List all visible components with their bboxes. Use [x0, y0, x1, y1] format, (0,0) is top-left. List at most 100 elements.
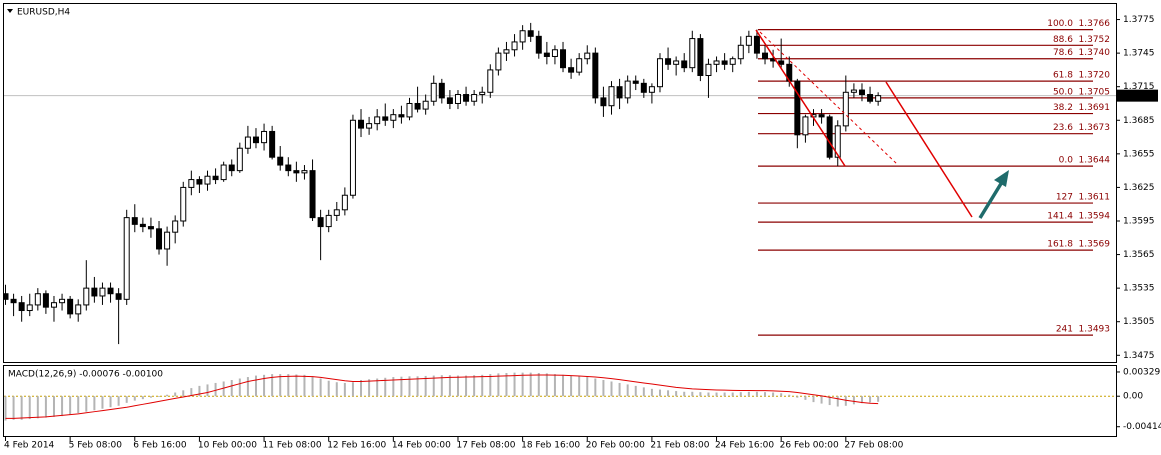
y-tick-label: 1.3715: [1123, 82, 1155, 92]
candle-body: [269, 130, 276, 158]
candle-body: [26, 304, 33, 312]
candle-body: [446, 97, 453, 104]
macd-bar: [52, 396, 55, 417]
candle-body: [527, 30, 534, 37]
macd-bar: [222, 381, 225, 397]
candle-body: [438, 82, 445, 99]
macd-bar: [836, 396, 839, 407]
candle-body: [648, 86, 655, 93]
candle-body: [293, 170, 300, 174]
candle-body: [333, 209, 340, 216]
candle-body: [673, 60, 680, 65]
macd-bar: [238, 378, 241, 397]
menu-arrow[interactable]: [7, 9, 13, 13]
macd-bar: [432, 375, 435, 397]
macd-bar: [570, 375, 573, 397]
x-tick-label: 11 Feb 08:00: [263, 441, 322, 451]
macd-bar: [287, 374, 290, 397]
macd-bar: [731, 392, 734, 397]
candle-body: [107, 287, 114, 295]
macd-bar: [206, 384, 209, 397]
macd-bar: [125, 396, 128, 403]
macd-bar: [263, 374, 266, 397]
candle-body: [471, 94, 478, 102]
candle-body: [794, 80, 801, 136]
candle-body: [705, 63, 712, 77]
fib-level-price: 1.3493: [1079, 325, 1111, 335]
y-tick-label: 1.3535: [1123, 284, 1155, 294]
candle-body: [834, 125, 841, 158]
x-tick-label: 20 Feb 00:00: [586, 441, 645, 451]
x-tick-label: 18 Feb 16:00: [521, 441, 580, 451]
macd-bar: [303, 374, 306, 397]
candle-body: [842, 91, 849, 127]
fib-level-ratio: 38.2: [1053, 103, 1073, 113]
candle-body: [802, 116, 809, 136]
macd-bar: [683, 391, 686, 397]
macd-bar: [715, 392, 718, 397]
candle-body: [551, 49, 558, 57]
candle-body: [656, 58, 663, 88]
candle-body: [131, 217, 138, 225]
candle-body: [252, 136, 259, 144]
macd-bar: [675, 391, 678, 397]
macd-plot: [4, 372, 1116, 421]
candle-body: [156, 228, 163, 250]
macd-bar: [271, 374, 274, 397]
macd-bar: [772, 392, 775, 397]
y-tick-label: 1.3775: [1123, 15, 1155, 25]
y-tick-label: 0.00329: [1123, 367, 1160, 377]
candle-body: [301, 170, 308, 174]
y-tick-label: 0.00: [1123, 392, 1143, 402]
candle-body: [584, 52, 591, 60]
macd-bar: [254, 375, 257, 397]
candle-body: [390, 114, 397, 121]
annotations: [755, 29, 1009, 219]
macd-bar: [133, 396, 136, 401]
macd-bar: [553, 374, 556, 397]
macd-bar: [424, 375, 427, 397]
macd-bar: [246, 377, 249, 397]
candle-body: [115, 293, 122, 300]
candle-body: [560, 49, 567, 69]
candle-body: [568, 67, 575, 73]
candle-body: [139, 223, 146, 228]
macd-bar: [642, 387, 645, 397]
candle-body: [753, 35, 760, 54]
candle-body: [875, 95, 882, 102]
macd-bar: [788, 394, 791, 397]
candle-body: [850, 89, 857, 93]
fib-level-price: 1.3766: [1079, 19, 1111, 29]
macd-bar: [408, 376, 411, 397]
macd-bar: [869, 396, 872, 403]
signal-line: [5, 374, 879, 419]
candle-body: [325, 214, 332, 228]
fib-level-price: 1.3705: [1079, 87, 1111, 97]
candle-body: [463, 94, 470, 102]
macd-bar: [755, 391, 758, 397]
candle-body: [414, 102, 421, 110]
candle-body: [745, 35, 752, 46]
x-tick-label: 24 Feb 16:00: [715, 441, 774, 451]
candle-body: [406, 102, 413, 118]
y-tick-label: -0.00414: [1123, 422, 1161, 432]
macd-bar: [36, 396, 39, 419]
macd-bar: [198, 385, 201, 397]
x-tick-label: 12 Feb 16:00: [327, 441, 386, 451]
candle-body: [75, 304, 82, 315]
y-tick-label: 1.3655: [1123, 149, 1155, 159]
macd-bar: [327, 380, 330, 397]
macd-bar: [214, 382, 217, 397]
candle-body: [42, 293, 49, 308]
candle-body: [83, 287, 90, 306]
candle-body: [99, 287, 106, 297]
candle-body: [697, 38, 704, 77]
y-tick-label: 1.3565: [1123, 250, 1155, 260]
macd-bar: [602, 380, 605, 397]
candle-body: [762, 52, 769, 60]
fib-level-price: 1.3691: [1079, 103, 1111, 113]
macd-bar: [166, 394, 169, 397]
candle-body: [519, 30, 526, 43]
candle-body: [721, 60, 728, 65]
macd-bar: [521, 372, 524, 397]
